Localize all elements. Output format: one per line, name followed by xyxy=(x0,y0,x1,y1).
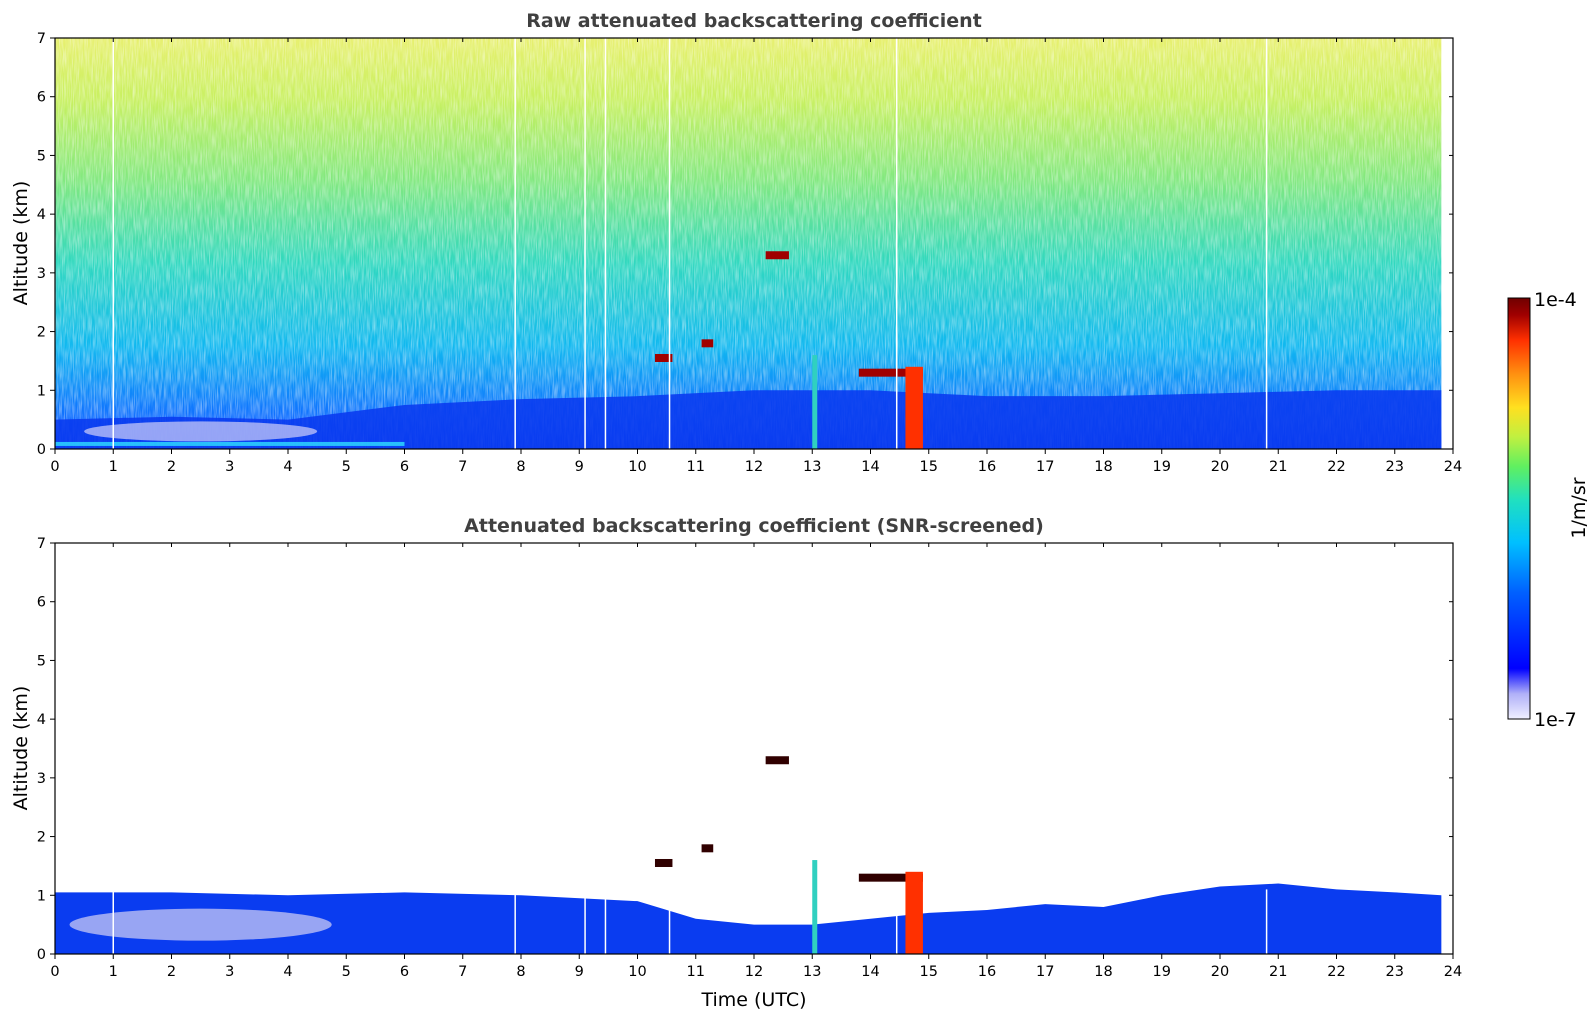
y-tick-label: 5 xyxy=(37,653,46,669)
x-tick-label: 13 xyxy=(803,459,821,475)
y-tick-label: 3 xyxy=(37,771,46,787)
colorbar-max-label: 1e-4 xyxy=(1534,289,1577,311)
x-tick-label: 23 xyxy=(1386,459,1404,475)
x-tick-label: 21 xyxy=(1269,459,1287,475)
precipitation-column xyxy=(905,366,923,449)
x-tick-label: 13 xyxy=(803,964,821,980)
y-tick-label: 4 xyxy=(37,712,46,728)
x-tick-label: 1 xyxy=(109,459,118,475)
y-axis-label: Altitude (km) xyxy=(10,181,32,306)
x-tick-label: 3 xyxy=(225,964,234,980)
snr-screened-panel: Attenuated backscattering coefficient (S… xyxy=(10,515,1462,1011)
colorbar-unit-label: 1/m/sr xyxy=(1568,477,1590,538)
x-tick-label: 5 xyxy=(342,459,351,475)
x-tick-label: 17 xyxy=(1036,459,1054,475)
x-tick-label: 16 xyxy=(978,459,996,475)
y-tick-label: 7 xyxy=(37,536,46,552)
chart-title: Raw attenuated backscattering coefficien… xyxy=(526,10,982,32)
x-tick-label: 10 xyxy=(628,964,646,980)
colorbar-gradient xyxy=(1507,297,1531,720)
x-tick-label: 4 xyxy=(283,964,292,980)
x-tick-label: 19 xyxy=(1153,964,1171,980)
cloud-feature xyxy=(858,873,923,882)
x-tick-label: 8 xyxy=(516,459,525,475)
cloud-feature xyxy=(701,844,714,853)
colorbar: 1e-4 1e-7 1/m/sr xyxy=(1507,289,1590,731)
y-tick-label: 6 xyxy=(37,595,46,611)
x-tick-label: 20 xyxy=(1211,459,1229,475)
x-tick-label: 15 xyxy=(920,964,938,980)
x-tick-label: 10 xyxy=(628,459,646,475)
x-tick-label: 4 xyxy=(283,459,292,475)
x-tick-label: 2 xyxy=(167,964,176,980)
x-tick-label: 2 xyxy=(167,459,176,475)
heatmap-image xyxy=(55,38,1453,449)
x-tick-label: 14 xyxy=(861,459,879,475)
y-tick-label: 2 xyxy=(37,325,46,341)
x-tick-label: 3 xyxy=(225,459,234,475)
x-tick-label: 9 xyxy=(575,964,584,980)
x-tick-label: 9 xyxy=(575,459,584,475)
y-tick-label: 5 xyxy=(37,148,46,164)
cloud-feature xyxy=(654,353,673,362)
x-tick-label: 11 xyxy=(687,459,705,475)
cloud-feature xyxy=(765,251,789,260)
x-tick-label: 20 xyxy=(1211,964,1229,980)
noise-speckle xyxy=(55,38,1453,449)
x-tick-label: 22 xyxy=(1327,964,1345,980)
low-aerosol-layer xyxy=(84,421,318,442)
surface-layer xyxy=(55,441,405,446)
y-tick-label: 2 xyxy=(37,830,46,846)
y-tick-label: 1 xyxy=(37,383,46,399)
x-tick-label: 5 xyxy=(342,964,351,980)
x-tick-label: 12 xyxy=(745,964,763,980)
raw-backscatter-panel: Raw attenuated backscattering coefficien… xyxy=(10,10,1462,475)
x-tick-label: 12 xyxy=(745,459,763,475)
x-tick-label: 14 xyxy=(861,964,879,980)
screened-boundary-layer xyxy=(55,883,1442,954)
fall-streak xyxy=(812,355,818,449)
x-tick-label: 7 xyxy=(458,459,467,475)
fall-streak xyxy=(812,860,818,954)
x-tick-label: 6 xyxy=(400,964,409,980)
x-tick-label: 16 xyxy=(978,964,996,980)
x-tick-label: 18 xyxy=(1094,964,1112,980)
cloud-feature xyxy=(765,756,789,765)
x-tick-label: 6 xyxy=(400,459,409,475)
x-tick-label: 22 xyxy=(1327,459,1345,475)
x-tick-label: 0 xyxy=(50,459,59,475)
x-tick-label: 17 xyxy=(1036,964,1054,980)
boundary-layer xyxy=(55,390,1442,449)
heatmap-image xyxy=(55,756,1442,954)
x-tick-label: 24 xyxy=(1444,459,1462,475)
x-tick-label: 11 xyxy=(687,964,705,980)
colorbar-min-label: 1e-7 xyxy=(1534,709,1577,731)
x-tick-label: 18 xyxy=(1094,459,1112,475)
x-tick-label: 0 xyxy=(50,964,59,980)
cloud-feature xyxy=(654,858,673,867)
x-tick-label: 23 xyxy=(1386,964,1404,980)
y-tick-label: 0 xyxy=(37,442,46,458)
x-tick-label: 21 xyxy=(1269,964,1287,980)
y-tick-label: 1 xyxy=(37,888,46,904)
x-tick-label: 8 xyxy=(516,964,525,980)
x-tick-label: 1 xyxy=(109,964,118,980)
x-tick-label: 7 xyxy=(458,964,467,980)
precipitation-column xyxy=(905,871,923,954)
y-tick-label: 3 xyxy=(37,266,46,282)
x-axis-label: Time (UTC) xyxy=(700,989,806,1011)
y-axis-label: Altitude (km) xyxy=(10,686,32,811)
cloud-feature xyxy=(858,368,923,377)
low-aerosol-layer xyxy=(69,908,332,941)
x-tick-label: 24 xyxy=(1444,964,1462,980)
y-tick-label: 6 xyxy=(37,90,46,106)
y-tick-label: 4 xyxy=(37,207,46,223)
x-tick-label: 15 xyxy=(920,459,938,475)
y-tick-label: 0 xyxy=(37,947,46,963)
chart-title: Attenuated backscattering coefficient (S… xyxy=(464,515,1044,537)
y-tick-label: 7 xyxy=(37,31,46,47)
x-tick-label: 19 xyxy=(1153,459,1171,475)
cloud-feature xyxy=(701,339,714,348)
